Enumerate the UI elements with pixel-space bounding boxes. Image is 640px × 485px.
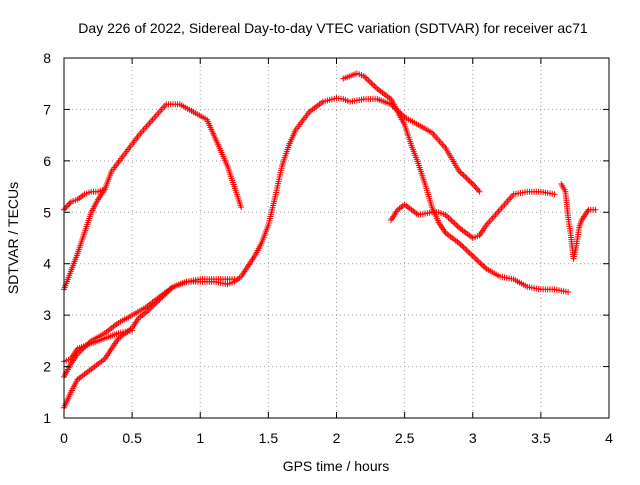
x-tick-label: 0.5 bbox=[122, 430, 142, 446]
data-points bbox=[61, 70, 599, 411]
y-tick-label: 5 bbox=[43, 204, 51, 220]
axis-ticks: 0 0.5 1 1.5 2 2.5 3 3.5 4 1 2 3 4 5 6 7 8 bbox=[43, 50, 613, 446]
y-tick-label: 8 bbox=[43, 50, 51, 66]
data-point-marker bbox=[101, 186, 108, 193]
data-point-marker bbox=[565, 289, 572, 295]
series-track-f bbox=[340, 70, 572, 295]
y-tick-label: 2 bbox=[43, 359, 51, 375]
y-axis-label: SDTVAR / TECUs bbox=[5, 182, 21, 294]
x-tick-label: 0 bbox=[60, 430, 68, 446]
y-tick-label: 1 bbox=[43, 410, 51, 426]
series-track-d bbox=[61, 101, 245, 293]
series-track-h bbox=[558, 181, 599, 262]
y-tick-label: 4 bbox=[43, 256, 51, 272]
y-tick-label: 3 bbox=[43, 307, 51, 323]
data-point-marker bbox=[238, 204, 245, 211]
y-tick-label: 6 bbox=[43, 153, 51, 169]
x-tick-label: 4 bbox=[605, 430, 613, 446]
x-tick-label: 2 bbox=[333, 430, 341, 446]
x-tick-label: 1.5 bbox=[259, 430, 279, 446]
data-point-marker bbox=[129, 327, 136, 334]
chart-title: Day 226 of 2022, Sidereal Day-to-day VTE… bbox=[78, 20, 588, 36]
series-track-e bbox=[61, 186, 108, 213]
y-tick-label: 7 bbox=[43, 101, 51, 117]
x-tick-label: 3.5 bbox=[531, 430, 551, 446]
series-track-c bbox=[61, 327, 136, 365]
x-tick-label: 2.5 bbox=[395, 430, 415, 446]
x-axis-label: GPS time / hours bbox=[283, 458, 390, 474]
series-track-g bbox=[388, 188, 558, 241]
data-point-marker bbox=[476, 188, 483, 195]
data-point-marker bbox=[231, 276, 238, 283]
data-point-marker bbox=[592, 206, 599, 213]
data-point-marker bbox=[551, 191, 558, 198]
x-tick-label: 3 bbox=[469, 430, 477, 446]
x-tick-label: 1 bbox=[196, 430, 204, 446]
